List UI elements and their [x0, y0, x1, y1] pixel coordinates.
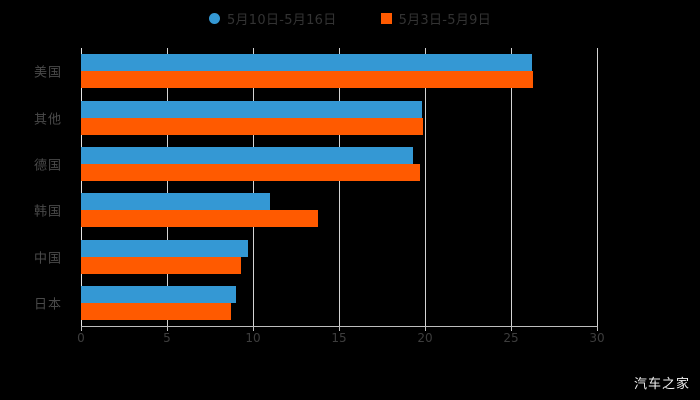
gridline [339, 48, 340, 326]
x-axis-tick-label: 10 [245, 331, 261, 345]
bar-series-1[interactable] [81, 193, 271, 211]
gridline [253, 48, 254, 326]
x-axis-tick [81, 326, 82, 331]
legend-item-series-2[interactable]: 5月3日-5月9日 [380, 9, 492, 28]
x-axis-tick-label: 25 [503, 331, 519, 345]
x-axis-tick [339, 326, 340, 331]
legend-label-series-2: 5月3日-5月9日 [398, 12, 492, 28]
gridline [167, 48, 168, 326]
bar-series-1[interactable] [81, 239, 248, 257]
bar-series-2[interactable] [81, 163, 420, 181]
legend-marker-square-icon [380, 12, 392, 24]
bar-group [81, 54, 597, 89]
y-axis-label: 美国 [33, 65, 62, 81]
x-axis-tick-label: 20 [417, 331, 433, 345]
y-axis-label: 韩国 [33, 204, 62, 220]
y-axis-label: 其他 [33, 112, 62, 127]
x-axis-tick [425, 326, 426, 331]
chart-legend: 5月10日-5月16日 5月3日-5月9日 [0, 6, 700, 30]
x-axis-tick [511, 326, 512, 331]
x-axis-tick-label: 15 [331, 331, 347, 345]
x-axis-tick-label: 5 [163, 331, 171, 345]
legend-item-series-1[interactable]: 5月10日-5月16日 [208, 9, 337, 28]
legend-label-series-1: 5月10日-5月16日 [226, 12, 337, 28]
gridline [81, 48, 82, 326]
gridline [511, 48, 512, 326]
x-axis-tick-label: 30 [589, 331, 605, 345]
x-axis-tick [167, 326, 168, 331]
y-axis-label: 日本 [33, 297, 62, 313]
bar-series-2[interactable] [81, 256, 241, 274]
bar-group [81, 100, 597, 135]
plot-area [81, 48, 598, 326]
x-axis-tick-label: 0 [77, 331, 85, 345]
y-axis-label: 中国 [33, 251, 62, 266]
bar-group [81, 285, 597, 320]
watermark-label: 汽车之家 [633, 377, 690, 392]
bar-series-2[interactable] [81, 302, 231, 320]
bar-series-1[interactable] [81, 100, 422, 118]
bar-series-2[interactable] [81, 210, 319, 228]
gridline [597, 48, 598, 326]
x-axis-tick [597, 326, 598, 331]
y-axis-category-labels: 美国其他德国韩国中国日本 [0, 48, 72, 326]
bar-series-1[interactable] [81, 285, 236, 303]
bar-series-2[interactable] [81, 71, 534, 89]
bar-series-2[interactable] [81, 117, 424, 135]
gridline [425, 48, 426, 326]
bar-group [81, 193, 597, 228]
legend-marker-circle-icon [208, 12, 220, 24]
bar-group [81, 239, 597, 274]
bar-series-1[interactable] [81, 54, 532, 72]
x-axis-tick [253, 326, 254, 331]
y-axis-label: 德国 [33, 158, 62, 174]
bar-series-1[interactable] [81, 146, 413, 164]
bar-group [81, 146, 597, 181]
